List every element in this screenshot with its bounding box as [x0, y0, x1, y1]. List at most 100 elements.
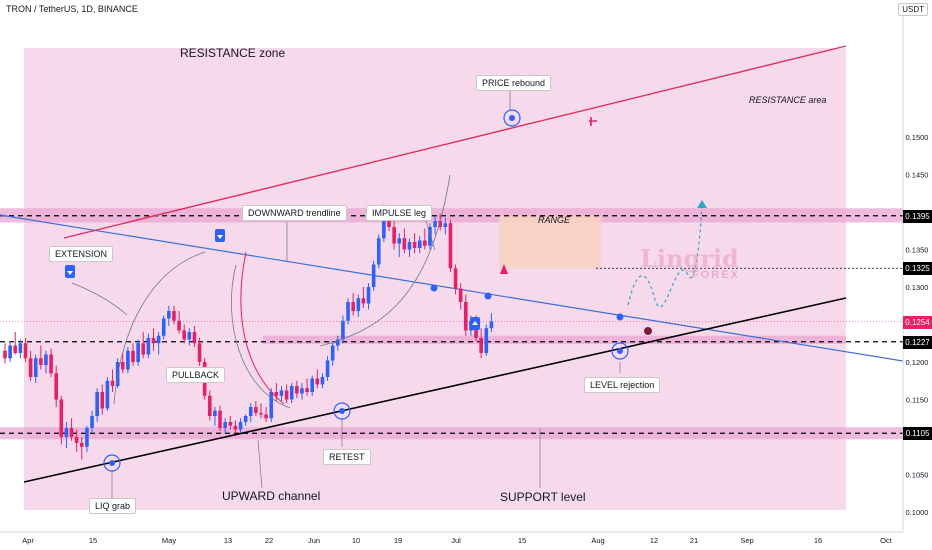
candle-body	[484, 328, 489, 353]
candle-body	[49, 354, 53, 374]
candle-body	[279, 390, 284, 396]
rocket-icon	[500, 264, 508, 274]
candle-body	[356, 298, 361, 311]
candle-body	[54, 373, 58, 400]
candle-body	[197, 343, 202, 362]
candle-body	[274, 392, 279, 396]
candle-body	[187, 332, 192, 340]
downward-trendline-label: DOWNWARD trendline	[242, 205, 347, 221]
y-tick-label: 0.1150	[906, 396, 928, 405]
candle-body	[85, 428, 89, 447]
resistance-trendline	[63, 45, 847, 239]
candle-body	[192, 332, 197, 344]
y-tick-label: 0.1450	[906, 171, 929, 180]
retest-label: RETEST	[323, 449, 371, 465]
mid-zone-band	[263, 335, 846, 344]
downward-trendline	[0, 214, 904, 362]
y-tick-label: 0.1300	[906, 283, 929, 292]
candle-body	[300, 388, 304, 394]
candle-body	[423, 240, 427, 246]
circle-marker-dot	[617, 348, 623, 354]
candle-body	[228, 422, 233, 426]
candle-body	[376, 238, 381, 265]
curved-arrow	[231, 264, 291, 409]
candle-body	[397, 238, 402, 244]
candle-body	[248, 407, 253, 416]
candle-body	[233, 425, 238, 430]
hammer-icon	[589, 117, 597, 126]
range-label: RANGE	[538, 215, 571, 225]
candle-body	[433, 221, 437, 227]
candle-body	[259, 413, 263, 415]
symbol-header: TRON / TetherUS, 1D, BINANCE	[6, 4, 138, 14]
candle-body	[13, 345, 18, 353]
candle-body	[330, 345, 335, 361]
x-tick-label: 12	[650, 536, 658, 545]
curved-arrow	[113, 251, 206, 405]
candle-body	[443, 223, 448, 227]
y-tick-label: 0.1000	[906, 508, 929, 517]
candle-body	[382, 210, 386, 239]
candle-body	[284, 390, 289, 400]
candle-body	[305, 388, 309, 392]
candle-body	[458, 288, 463, 302]
projection-arrowhead	[697, 200, 707, 208]
price-axis-label: 0.1325	[903, 262, 932, 276]
candle-body	[417, 240, 422, 248]
x-tick-label: Aug	[591, 536, 604, 545]
candle-body	[136, 343, 140, 362]
candle-body	[438, 221, 442, 227]
circle-marker	[503, 109, 521, 127]
candle-body	[310, 378, 314, 392]
impulse-leg-label: IMPULSE leg	[366, 205, 433, 221]
candle-body	[315, 378, 320, 385]
resistance-zone-label: RESISTANCE zone	[180, 46, 286, 60]
candle-body	[325, 360, 330, 377]
x-tick-label: 16	[814, 536, 822, 545]
circle-marker-dot	[339, 408, 345, 414]
liq-grab-label: LIQ grab	[89, 498, 137, 514]
arrow-marker-glyph	[217, 235, 223, 239]
arrow-marker-glyph	[472, 321, 478, 325]
candle-body	[213, 410, 217, 416]
candle-body	[3, 350, 7, 359]
support-level-label: SUPPORT level	[500, 490, 586, 504]
candle-body	[110, 380, 115, 386]
candle-body	[161, 318, 166, 336]
price-unit-label[interactable]: USDT	[898, 3, 928, 16]
candle-body	[69, 428, 74, 437]
candle-body	[489, 321, 494, 329]
candle-body	[361, 298, 366, 304]
circle-marker	[611, 342, 629, 360]
candle-body	[223, 422, 227, 428]
candle-body	[80, 443, 84, 447]
candle-body	[59, 399, 64, 437]
circle-marker-dot	[109, 460, 115, 466]
eye-icon	[644, 327, 652, 335]
candle-body	[320, 377, 325, 385]
candle-body	[120, 362, 125, 370]
price-rebound-label: PRICE rebound	[476, 75, 552, 91]
circle-marker	[103, 454, 121, 472]
watermark-logo-sub: FOREX	[692, 269, 740, 281]
price-axis-label: 0.1254	[903, 315, 932, 329]
x-tick-label: Apr	[22, 536, 34, 545]
y-tick-label: 0.1200	[906, 358, 929, 367]
extension-label: EXTENSION	[49, 246, 114, 262]
candle-body	[366, 287, 371, 304]
candle-body	[264, 414, 268, 419]
price-axis-label: 0.1105	[903, 427, 932, 441]
candle-body	[95, 392, 99, 416]
candle-body	[156, 335, 161, 344]
y-tick-label: 0.1350	[906, 246, 929, 255]
candle-body	[74, 437, 79, 443]
candle-body	[243, 416, 248, 422]
candle-body	[295, 386, 299, 394]
candle-body	[146, 338, 151, 355]
candle-body	[407, 242, 412, 250]
candle-body	[90, 416, 94, 428]
candle-body	[218, 410, 222, 428]
projection-path	[627, 204, 703, 308]
